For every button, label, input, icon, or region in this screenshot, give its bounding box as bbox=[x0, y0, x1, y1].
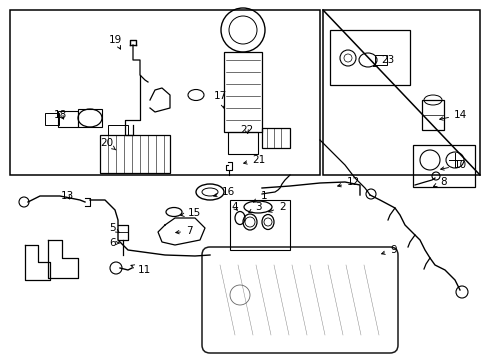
Text: 23: 23 bbox=[373, 55, 394, 67]
Bar bbox=[78, 109, 102, 127]
Text: 4: 4 bbox=[231, 202, 238, 212]
Bar bbox=[262, 128, 290, 148]
Bar bbox=[375, 55, 387, 65]
Text: 3: 3 bbox=[249, 202, 262, 212]
Text: 5: 5 bbox=[109, 223, 119, 233]
Text: 12: 12 bbox=[338, 177, 360, 187]
Bar bbox=[422, 100, 444, 130]
Text: 7: 7 bbox=[176, 226, 193, 236]
Bar bbox=[228, 132, 258, 154]
Text: 19: 19 bbox=[109, 35, 122, 49]
Text: 2: 2 bbox=[269, 202, 286, 212]
Text: 21: 21 bbox=[244, 155, 265, 165]
Text: 14: 14 bbox=[440, 110, 467, 120]
Bar bbox=[108, 125, 128, 135]
Text: 11: 11 bbox=[131, 265, 151, 275]
Text: 22: 22 bbox=[240, 125, 253, 135]
Text: 16: 16 bbox=[214, 187, 235, 197]
Text: 8: 8 bbox=[434, 177, 446, 187]
Bar bbox=[323, 10, 480, 175]
Text: 9: 9 bbox=[382, 245, 396, 255]
Bar bbox=[45, 113, 59, 125]
Bar bbox=[100, 135, 170, 173]
Bar bbox=[230, 200, 290, 250]
Bar bbox=[330, 30, 410, 85]
Bar bbox=[224, 52, 262, 132]
Text: 15: 15 bbox=[181, 208, 201, 218]
Text: 18: 18 bbox=[54, 110, 67, 120]
Text: 10: 10 bbox=[441, 160, 467, 170]
Text: 20: 20 bbox=[100, 138, 116, 150]
Bar bbox=[58, 111, 78, 127]
Text: 6: 6 bbox=[109, 238, 119, 248]
Text: 1: 1 bbox=[253, 191, 268, 202]
Text: 17: 17 bbox=[214, 91, 227, 108]
Bar bbox=[10, 10, 320, 175]
Text: 13: 13 bbox=[61, 191, 74, 201]
Bar bbox=[413, 145, 475, 187]
